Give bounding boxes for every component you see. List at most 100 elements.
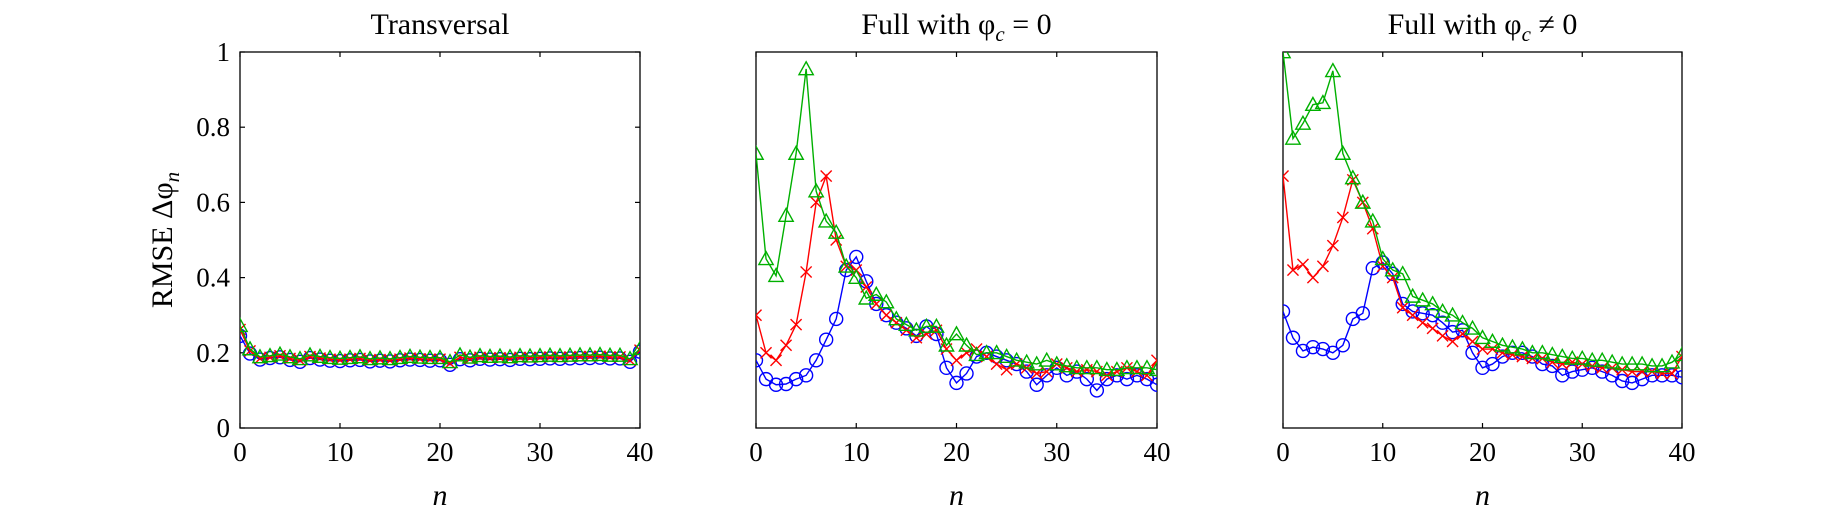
data-point xyxy=(827,223,845,239)
data-point xyxy=(511,347,529,363)
data-point xyxy=(481,347,499,363)
data-point xyxy=(611,346,629,362)
data-point xyxy=(1316,260,1329,273)
data-point xyxy=(451,346,469,362)
data-point xyxy=(958,336,975,352)
data-point xyxy=(621,350,639,366)
data-point xyxy=(1149,377,1157,392)
data-point xyxy=(1613,355,1631,371)
data-point xyxy=(1446,335,1459,348)
x-tick-label: 10 xyxy=(1369,437,1396,467)
data-point xyxy=(1108,361,1126,377)
data-point xyxy=(978,344,995,360)
data-point xyxy=(402,352,418,367)
data-point xyxy=(1306,271,1319,284)
data-point xyxy=(1384,261,1402,277)
data-point xyxy=(252,352,268,367)
data-point xyxy=(1543,346,1561,362)
data-point xyxy=(1294,114,1312,130)
data-point xyxy=(950,354,963,367)
data-point xyxy=(847,269,865,285)
plot-area xyxy=(240,317,640,373)
data-point xyxy=(1643,357,1661,373)
data-point xyxy=(1524,344,1541,360)
data-point xyxy=(1325,345,1341,360)
data-point xyxy=(261,347,279,363)
series-line xyxy=(1283,261,1682,384)
plot-area xyxy=(756,60,1157,398)
data-point xyxy=(949,375,964,391)
data-point xyxy=(1545,358,1560,374)
data-point xyxy=(1355,306,1371,321)
y-tick-label: 0 xyxy=(217,413,231,443)
data-point xyxy=(1335,338,1351,353)
x-tick-label: 30 xyxy=(1043,437,1070,467)
data-point xyxy=(1089,383,1105,398)
data-point xyxy=(572,350,588,366)
data-point xyxy=(1415,306,1430,321)
data-point xyxy=(1396,301,1409,314)
data-point xyxy=(959,366,974,381)
x-tick-label: 30 xyxy=(1569,437,1596,467)
data-point xyxy=(602,351,618,366)
data-point xyxy=(412,352,428,368)
data-point xyxy=(818,332,834,347)
data-point xyxy=(1395,296,1410,312)
data-point xyxy=(780,339,793,352)
data-point xyxy=(1435,315,1450,330)
data-point xyxy=(581,346,599,362)
data-point xyxy=(632,344,640,359)
data-point xyxy=(631,340,640,356)
data-point xyxy=(541,346,559,362)
x-tick-label: 0 xyxy=(1276,437,1290,467)
data-point xyxy=(756,144,765,160)
panel-3: Full with φc ≠ 0 0 10 20 30 40 n xyxy=(1276,8,1695,512)
data-point xyxy=(829,311,844,327)
data-point xyxy=(1486,343,1499,356)
data-point xyxy=(1099,371,1115,387)
y-tick-label: 0.4 xyxy=(196,263,230,293)
data-point xyxy=(551,347,569,363)
data-point xyxy=(1553,347,1571,363)
data-point xyxy=(522,351,538,367)
data-point xyxy=(521,347,539,363)
x-tick-label: 30 xyxy=(527,437,554,467)
data-point xyxy=(797,60,815,76)
series-triangle xyxy=(240,317,640,369)
series-triangle xyxy=(756,60,1157,377)
data-point xyxy=(1634,371,1650,387)
y-tick-label: 1 xyxy=(217,37,231,67)
data-point xyxy=(988,344,1005,360)
data-point xyxy=(601,346,619,362)
data-point xyxy=(1286,264,1299,277)
data-point xyxy=(1454,314,1471,330)
data-point xyxy=(1563,349,1581,365)
data-point xyxy=(491,347,509,363)
data-point xyxy=(1603,353,1621,369)
data-point xyxy=(311,347,329,363)
data-point xyxy=(301,346,319,362)
x-tick-label: 40 xyxy=(627,437,654,467)
data-point xyxy=(879,308,894,323)
data-point xyxy=(1284,129,1302,145)
data-point xyxy=(351,348,369,364)
data-point xyxy=(501,348,519,364)
series-line xyxy=(1283,52,1682,367)
series-line xyxy=(756,173,1157,377)
data-point xyxy=(1573,349,1591,365)
data-point xyxy=(552,351,568,367)
data-point xyxy=(1366,222,1379,235)
panel-2: Full with φc = 0 0 10 20 30 40 n xyxy=(749,8,1170,512)
x-tick-label: 0 xyxy=(749,437,763,467)
data-point xyxy=(532,351,548,367)
data-point xyxy=(582,350,598,366)
data-point xyxy=(591,346,609,362)
data-point xyxy=(1129,368,1145,383)
axes-frame xyxy=(239,51,641,429)
data-point xyxy=(1456,327,1469,341)
data-point xyxy=(807,182,825,198)
panel-1: Transversal 0 10 20 30 40 0 0.2 0.4 0.6 0.8 1 n RMSE … xyxy=(146,8,654,512)
data-point xyxy=(1038,351,1056,367)
data-point xyxy=(1029,377,1044,392)
data-point xyxy=(1305,339,1321,355)
